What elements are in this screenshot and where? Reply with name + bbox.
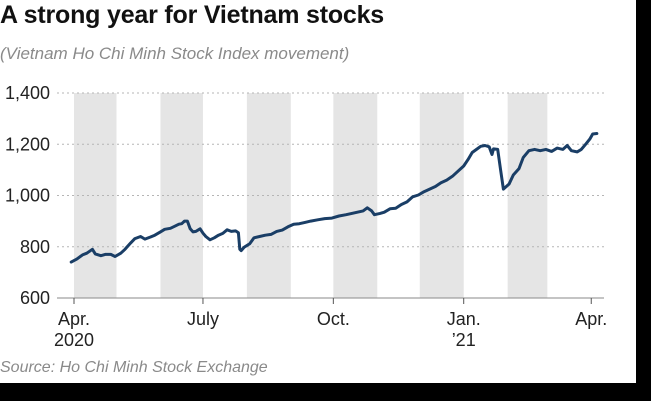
chart-subtitle: (Vietnam Ho Chi Minh Stock Index movemen… — [0, 44, 350, 63]
y-tick-label: 800 — [20, 237, 50, 257]
y-tick-label: 1,200 — [5, 134, 50, 154]
gridlines — [57, 92, 604, 299]
y-axis-tick-labels: 600 800 1,000 1,200 1,400 — [5, 83, 50, 308]
chart-card: 600 800 1,000 1,200 1,400 Apr. 2020 July Oct. Ja… — [0, 0, 636, 383]
month-band — [160, 93, 203, 298]
x-tick-label: Apr. — [575, 309, 607, 329]
y-tick-label: 600 — [20, 288, 50, 308]
y-tick-label: 1,400 — [5, 83, 50, 103]
x-tick-label: Oct. — [317, 309, 350, 329]
chart-title: A strong year for Vietnam stocks — [0, 1, 385, 29]
shaded-month-bands — [74, 93, 548, 298]
index-line — [69, 132, 599, 264]
x-tick-label: Apr. — [58, 309, 90, 329]
source-note: Source: Ho Chi Minh Stock Exchange — [0, 359, 268, 376]
x-tick-sublabel: ’21 — [452, 330, 476, 350]
series-group — [69, 132, 599, 264]
x-tick-label: July — [187, 309, 219, 329]
x-tick-label: Jan. — [447, 309, 481, 329]
x-tick-sublabel: 2020 — [54, 330, 94, 350]
month-band — [333, 93, 378, 298]
y-tick-label: 1,000 — [5, 186, 50, 206]
month-band — [74, 93, 117, 298]
